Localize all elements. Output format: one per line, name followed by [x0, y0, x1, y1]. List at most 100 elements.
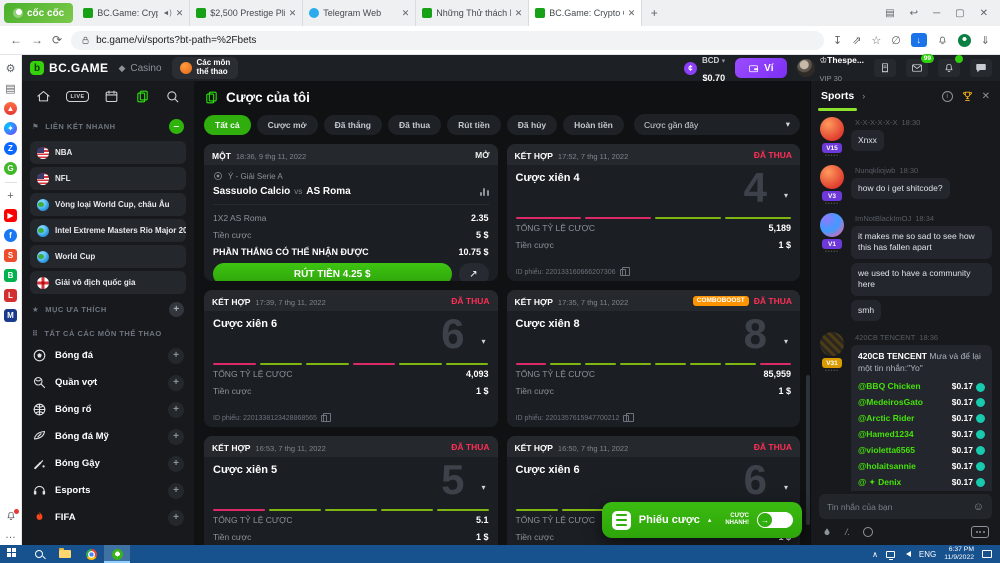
clock[interactable]: 6:37 PM 11/9/2022 — [944, 546, 974, 562]
close-button[interactable]: ✕ — [979, 7, 988, 19]
messenger-icon[interactable]: ✦ — [4, 122, 17, 135]
tab-close-icon[interactable]: ✕ — [175, 7, 184, 18]
tab-close-icon[interactable]: ✕ — [514, 7, 523, 18]
rain-drop-icon[interactable] — [822, 527, 832, 537]
minimize-button[interactable]: ─ — [933, 7, 941, 19]
collapse-button[interactable]: – — [169, 119, 184, 134]
cashier-button[interactable] — [874, 59, 896, 77]
sport-row[interactable]: Bóng đá Mỹ + — [22, 423, 194, 450]
more-icon[interactable]: … — [5, 529, 16, 541]
filter-pill[interactable]: Hoàn tiền — [563, 114, 624, 135]
tip-recipient[interactable]: @Hamed1234 — [858, 429, 914, 440]
quick-link-item[interactable]: NBA — [30, 141, 186, 164]
browser-tab[interactable]: Những Thử thách Hàng ngà ✕ — [416, 0, 530, 26]
tab-close-icon[interactable]: ✕ — [401, 7, 410, 18]
betslip-button[interactable]: Phiếu cược ▴ CƯỢC NHANH! → — [601, 502, 802, 538]
install-icon[interactable]: ↧ — [832, 34, 843, 47]
share-button[interactable]: ↗ — [458, 263, 489, 281]
expand-chevron-icon[interactable]: ▾ — [783, 483, 788, 492]
forward-button[interactable]: → — [31, 33, 43, 47]
user-chip[interactable]: ♔Thespe... VIP 30 — [796, 50, 864, 87]
slash-command-icon[interactable]: /. — [845, 527, 851, 537]
inbox-button[interactable]: 99 — [906, 54, 934, 77]
expand-plus-button[interactable]: + — [168, 455, 184, 472]
stats-icon[interactable] — [479, 187, 489, 196]
expand-plus-button[interactable]: + — [168, 428, 184, 445]
quick-bet-toggle[interactable]: → — [757, 512, 793, 528]
bcgame-logo[interactable]: b BC.GAME — [30, 61, 108, 75]
live-icon[interactable]: LIVE — [66, 91, 89, 102]
sport-row[interactable]: Bóng rổ + — [22, 396, 194, 423]
sport-row[interactable]: Bóng Gậy + — [22, 450, 194, 477]
sender-name[interactable]: X-X-X-X-X-X — [855, 118, 898, 127]
shopee-icon[interactable]: S — [4, 249, 17, 262]
quick-link-item[interactable]: NFL — [30, 167, 186, 190]
currency-selector[interactable]: ¢ BCD ▾ $0.70 — [683, 50, 725, 85]
expand-plus-button[interactable]: + — [168, 374, 184, 391]
start-button[interactable] — [0, 545, 26, 563]
reload-button[interactable]: ⟳ — [52, 33, 63, 47]
expand-plus-button[interactable]: + — [168, 509, 184, 526]
adblock-icon[interactable]: ∅ — [891, 34, 901, 47]
close-chat-icon[interactable]: ✕ — [981, 90, 990, 102]
quick-link-item[interactable]: Vòng loại World Cup, châu Âu — [30, 193, 186, 216]
taskbar-search-icon[interactable] — [26, 545, 52, 563]
filter-pill[interactable]: Đã thua — [387, 114, 442, 135]
calendar-icon[interactable] — [104, 89, 119, 104]
expand-plus-button[interactable]: + — [168, 347, 184, 364]
my-bets-icon[interactable] — [135, 89, 150, 104]
trophy-icon[interactable] — [961, 90, 974, 103]
chat-toggle-button[interactable] — [970, 59, 992, 77]
file-explorer-icon[interactable] — [52, 545, 78, 563]
filter-pill[interactable]: Đã thắng — [323, 114, 382, 135]
tip-recipient[interactable]: @holaitsannie — [858, 461, 916, 472]
tip-recipient[interactable]: @MedeirosGato — [858, 397, 923, 408]
browser-tab[interactable]: BC.Game: Crypto Casino ◄) ✕ — [77, 0, 191, 26]
gif-keyboard-icon[interactable] — [971, 526, 989, 538]
sender-name[interactable]: ImNotBlackImOJ — [855, 214, 912, 223]
filter-pill[interactable]: Cược mở — [256, 114, 318, 135]
sport-row[interactable]: Esports + — [22, 477, 194, 504]
nav-sports[interactable]: Các môn thể thao — [171, 57, 239, 79]
bookmark-star-icon[interactable]: ☆ — [871, 34, 882, 47]
home-icon[interactable] — [36, 89, 51, 104]
tab-close-icon[interactable]: ✕ — [288, 7, 297, 18]
cashout-button[interactable]: RÚT TIỀN 4.25 $ — [213, 263, 452, 281]
shop-green-icon[interactable]: B — [4, 269, 17, 282]
tip-recipient[interactable]: @violetta6565 — [858, 445, 915, 456]
quick-link-item[interactable]: World Cup — [30, 245, 186, 268]
youtube-icon[interactable]: ▶ — [4, 209, 17, 222]
action-center-icon[interactable] — [982, 550, 992, 558]
browser-tab[interactable]: BC.Game: Crypto Casino Ga ✕ — [529, 0, 643, 26]
new-tab-button[interactable]: + — [650, 6, 658, 20]
avatar[interactable] — [820, 332, 844, 357]
session-restore-icon[interactable]: ↩ — [909, 7, 919, 19]
sender-name[interactable]: 420CB TENCENT — [855, 333, 916, 343]
tab-audio-icon[interactable]: ◄) — [162, 9, 172, 17]
facebook-icon[interactable]: f — [4, 229, 17, 242]
back-button[interactable]: ← — [10, 33, 22, 47]
add-shortcut-icon[interactable]: + — [7, 190, 14, 202]
zalo-icon[interactable]: Z — [4, 142, 17, 155]
info-icon[interactable]: i — [941, 90, 953, 102]
tip-recipient[interactable]: @ ✦ Denix — [858, 477, 902, 488]
nav-casino[interactable]: ◆ Casino — [118, 63, 161, 74]
tip-recipient[interactable]: @Arctic Rider — [858, 413, 915, 424]
tab-close-icon[interactable]: ✕ — [627, 7, 636, 18]
filter-pill[interactable]: Tất cả — [204, 114, 251, 135]
notifications-button[interactable] — [938, 55, 963, 77]
chat-message-input[interactable] — [827, 501, 973, 512]
filter-pill[interactable]: Rút tiền — [447, 114, 501, 135]
chip-icon[interactable] — [863, 527, 874, 537]
maximize-button[interactable]: ▢ — [955, 7, 965, 19]
quick-link-item[interactable]: Intel Extreme Masters Rio Major 2022 — [30, 219, 186, 242]
tray-chevron-icon[interactable]: ∧ — [872, 549, 878, 559]
chrome-icon[interactable] — [78, 545, 104, 563]
expand-chevron-icon[interactable]: ▾ — [783, 337, 788, 346]
avatar[interactable] — [820, 213, 844, 237]
copy-icon[interactable] — [623, 413, 634, 422]
sort-dropdown[interactable]: Cược gần đây ▾ — [634, 114, 800, 135]
games-icon[interactable]: G — [4, 162, 17, 175]
copy-icon[interactable] — [619, 267, 631, 276]
expand-chevron-icon[interactable]: ▾ — [481, 483, 486, 492]
